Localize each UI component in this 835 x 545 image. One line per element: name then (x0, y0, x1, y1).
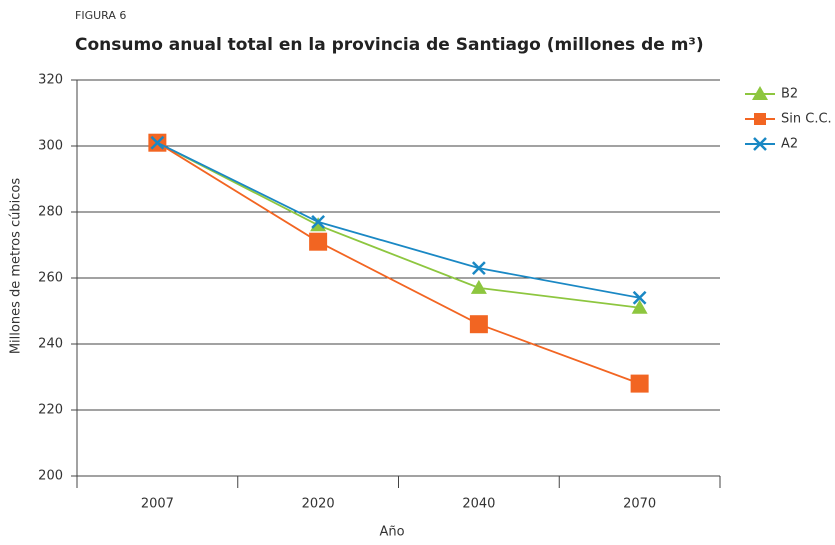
chart-title: Consumo anual total en la provincia de S… (75, 35, 704, 55)
y-tick-label: 200 (38, 469, 63, 484)
marker (632, 290, 647, 305)
marker (150, 135, 165, 150)
y-axis-label: Millones de metros cúbicos (9, 178, 24, 355)
x-tick-label: 2070 (623, 497, 656, 512)
y-tick-label: 240 (38, 337, 63, 352)
legend-marker (754, 113, 766, 125)
figure-label: FIGURA 6 (75, 9, 126, 22)
series-line (156, 141, 640, 299)
marker (471, 261, 486, 275)
legend-label: A2 (781, 137, 798, 152)
marker (469, 315, 488, 334)
x-axis-label: Año (379, 525, 404, 540)
marker (310, 217, 327, 232)
y-tick-label: 300 (38, 139, 63, 154)
y-tick-label: 320 (38, 73, 63, 88)
legend-marker (753, 137, 767, 151)
legend-label: B2 (781, 87, 798, 102)
marker (309, 232, 328, 251)
series-line (156, 141, 640, 385)
marker (631, 299, 648, 314)
y-tick-label: 260 (38, 271, 63, 286)
legend-marker (752, 86, 768, 100)
series-line (156, 141, 640, 309)
y-tick-label: 280 (38, 205, 63, 220)
legend-label: Sin C.C. (781, 112, 832, 127)
x-tick-label: 2007 (141, 497, 174, 512)
x-tick-label: 2040 (462, 497, 495, 512)
y-tick-label: 220 (38, 403, 63, 418)
marker (470, 279, 487, 294)
marker (630, 374, 649, 393)
x-tick-label: 2020 (302, 497, 335, 512)
marker (311, 215, 326, 229)
